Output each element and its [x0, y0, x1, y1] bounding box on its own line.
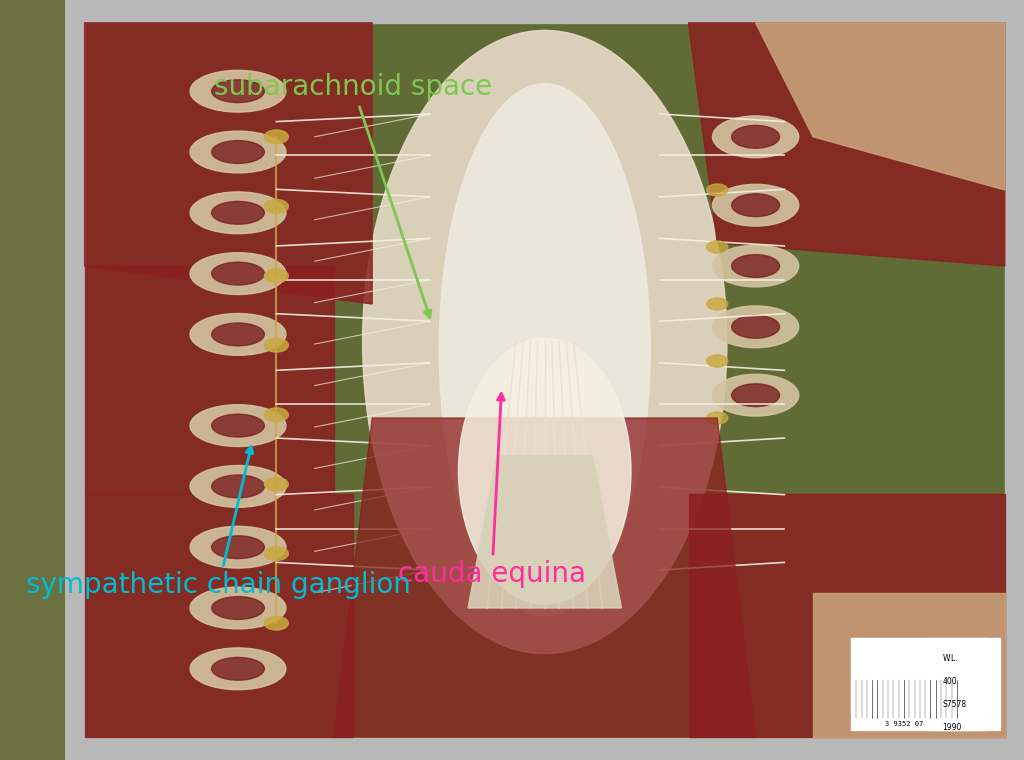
Ellipse shape: [190, 526, 286, 568]
Text: S7578: S7578: [942, 700, 967, 709]
Ellipse shape: [707, 412, 728, 424]
Ellipse shape: [731, 255, 779, 277]
Ellipse shape: [212, 141, 264, 163]
Ellipse shape: [212, 262, 264, 285]
Bar: [66, 0, 1024, 23]
Bar: [1005, 0, 1024, 760]
Ellipse shape: [264, 269, 289, 283]
Polygon shape: [334, 418, 756, 737]
Bar: [66, 0, 85, 760]
Ellipse shape: [190, 192, 286, 234]
Ellipse shape: [707, 355, 728, 367]
Ellipse shape: [212, 80, 264, 103]
Ellipse shape: [190, 131, 286, 173]
Polygon shape: [688, 23, 1005, 266]
Ellipse shape: [190, 313, 286, 355]
Polygon shape: [85, 494, 353, 737]
Ellipse shape: [713, 116, 799, 158]
Text: 400: 400: [942, 677, 957, 686]
Ellipse shape: [731, 384, 779, 407]
Bar: [928, 638, 1000, 730]
Ellipse shape: [190, 405, 286, 447]
Polygon shape: [85, 23, 372, 304]
Text: 3 9352 07: 3 9352 07: [885, 720, 924, 727]
Ellipse shape: [212, 597, 264, 619]
Ellipse shape: [212, 536, 264, 559]
Text: W.L.: W.L.: [942, 654, 958, 663]
Ellipse shape: [459, 338, 631, 604]
Bar: [852, 638, 986, 730]
Ellipse shape: [190, 71, 286, 112]
Ellipse shape: [713, 375, 799, 416]
Text: 1990: 1990: [942, 723, 962, 732]
Ellipse shape: [731, 194, 779, 217]
Ellipse shape: [713, 245, 799, 287]
Polygon shape: [813, 593, 1005, 737]
Bar: [66, 737, 1024, 760]
Ellipse shape: [713, 185, 799, 226]
Ellipse shape: [212, 657, 264, 680]
Ellipse shape: [212, 323, 264, 346]
Ellipse shape: [362, 30, 727, 654]
Polygon shape: [468, 456, 622, 608]
Polygon shape: [85, 266, 334, 494]
Ellipse shape: [264, 408, 289, 422]
Ellipse shape: [707, 298, 728, 310]
Polygon shape: [756, 23, 1005, 190]
Ellipse shape: [212, 475, 264, 498]
Ellipse shape: [264, 616, 289, 630]
Ellipse shape: [212, 201, 264, 224]
Ellipse shape: [190, 252, 286, 294]
Ellipse shape: [190, 465, 286, 508]
Ellipse shape: [731, 315, 779, 338]
Ellipse shape: [707, 184, 728, 196]
Ellipse shape: [731, 125, 779, 148]
Ellipse shape: [190, 587, 286, 629]
Text: sympathetic chain ganglion: sympathetic chain ganglion: [27, 447, 412, 599]
Ellipse shape: [264, 477, 289, 491]
Ellipse shape: [439, 84, 650, 616]
Ellipse shape: [264, 130, 289, 144]
Ellipse shape: [212, 414, 264, 437]
Text: subarachnoid space: subarachnoid space: [214, 74, 493, 318]
Ellipse shape: [190, 648, 286, 690]
Ellipse shape: [713, 306, 799, 348]
Ellipse shape: [264, 547, 289, 561]
Ellipse shape: [264, 338, 289, 352]
Text: cauda equina: cauda equina: [398, 394, 586, 587]
Polygon shape: [688, 494, 1005, 737]
Ellipse shape: [264, 199, 289, 213]
Ellipse shape: [707, 241, 728, 253]
